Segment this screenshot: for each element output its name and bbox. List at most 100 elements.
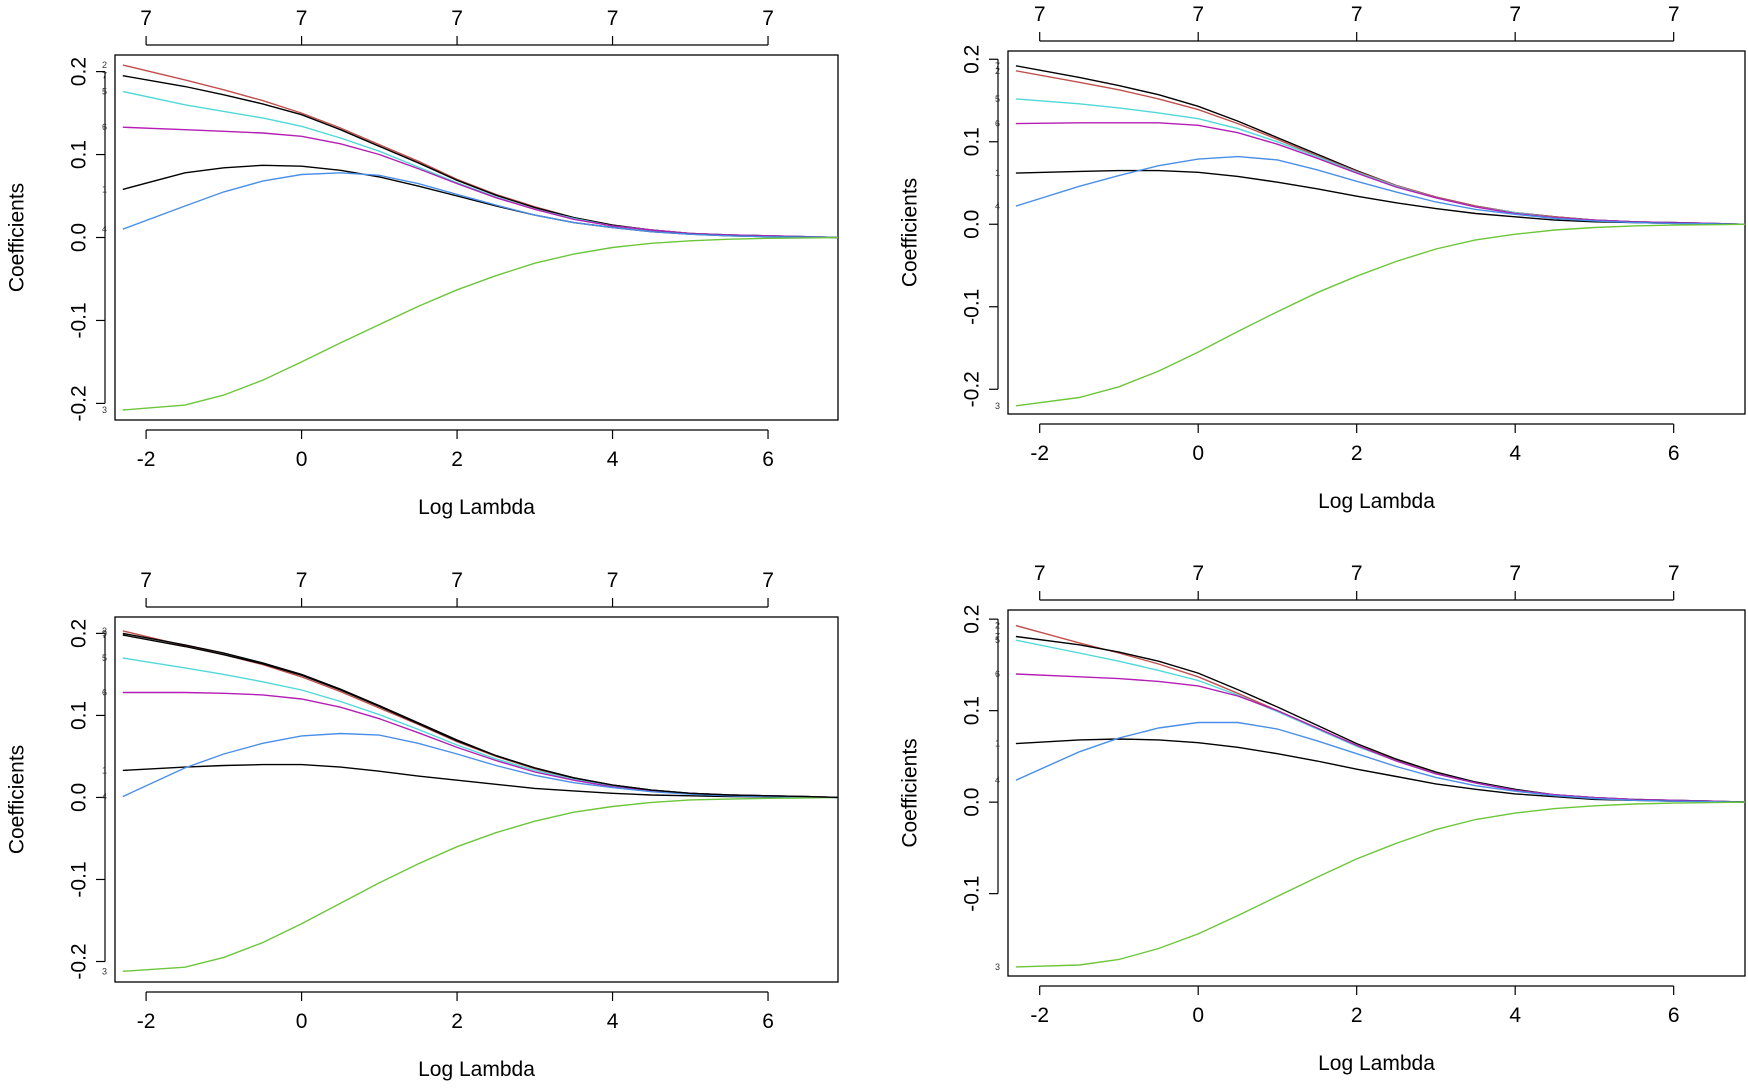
curve-label: 7: [102, 630, 107, 640]
y-axis-label: Coefficients: [899, 178, 922, 287]
top-tick-label: 7: [762, 7, 774, 30]
x-tick-label: 6: [762, 448, 774, 471]
x-tick-label: 6: [1668, 1004, 1680, 1027]
curve-label: 3: [995, 962, 1000, 972]
y-tick-label: -0.1: [68, 302, 91, 338]
top-tick-label: 7: [140, 7, 152, 30]
curve-label: 2: [102, 626, 107, 636]
coefficient-path-6: [122, 691, 839, 799]
x-tick-label: 2: [451, 1010, 463, 1033]
coefficient-path-4: [1015, 155, 1746, 225]
x-tick-label: 4: [607, 1010, 619, 1033]
coefficient-path-5: [1015, 98, 1746, 225]
top-tick-label: 7: [296, 569, 308, 592]
curve-label: 2: [995, 621, 1000, 631]
plot-frame: [1007, 609, 1746, 977]
top-tick-label: 7: [296, 7, 308, 30]
top-tick-label: 7: [451, 569, 463, 592]
y-tick-label: -0.2: [68, 943, 91, 979]
y-tick-label: -0.1: [68, 861, 91, 897]
x-tick-label: 4: [607, 448, 619, 471]
x-tick-label: -2: [137, 448, 156, 471]
curve-label: 2: [995, 66, 1000, 76]
coefficient-path-7: [122, 634, 839, 799]
top-tick-label: 7: [1351, 562, 1363, 585]
panel-4: -2 0 2 4 6 7 7 7 7 7 -0.1 0.0 0.1 0.2 Log Lambda Coeffi…: [899, 562, 1746, 1075]
x-tick-label: 4: [1509, 442, 1521, 465]
y-tick-label: 0.0: [68, 783, 91, 812]
plot-frame: [114, 616, 839, 983]
top-tick-label: 7: [1509, 3, 1521, 26]
x-tick-label: 4: [1509, 1004, 1521, 1027]
coefficient-path-5: [1015, 639, 1746, 803]
y-tick-label: 0.0: [68, 223, 91, 252]
y-tick-label: -0.2: [68, 385, 91, 421]
coefficient-path-2: [1015, 624, 1746, 803]
coefficient-path-7: [1015, 635, 1746, 803]
x-axis-label: Log Lambda: [418, 496, 535, 519]
x-tick-label: 0: [296, 1010, 308, 1033]
curve-label: 5: [102, 653, 107, 663]
x-tick-label: 6: [762, 1010, 774, 1033]
curve-label: 3: [102, 405, 107, 415]
x-axis-label: Log Lambda: [1318, 1052, 1435, 1075]
top-tick-label: 7: [607, 7, 619, 30]
panel-1: -2 0 2 4 6 7 7 7 7 7 -0.2 -0.1 0.0 0.1 0.2 Log Lambda Co…: [6, 7, 839, 519]
top-tick-label: 7: [607, 569, 619, 592]
coefficient-path-9: [122, 632, 839, 799]
top-tick-label: 7: [1351, 3, 1363, 26]
curve-label: 4: [995, 775, 1000, 785]
curve-label: 1: [102, 184, 107, 194]
coefficient-path-2: [1015, 70, 1746, 225]
curve-label: 4: [102, 224, 107, 234]
coefficient-path-6: [1015, 122, 1746, 225]
x-tick-label: 2: [1351, 1004, 1363, 1027]
panel-3: -2 0 2 4 6 7 7 7 7 7 -0.2 -0.1 0.0 0.1 0.2 Log Lambda Co…: [6, 569, 839, 1081]
y-tick-label: 0.0: [961, 210, 984, 239]
y-tick-label: 0.2: [961, 605, 984, 634]
x-axis-label: Log Lambda: [418, 1058, 535, 1081]
y-axis-label: Coefficients: [6, 745, 29, 854]
curve-label: 1: [102, 765, 107, 775]
coefficient-path-7: [122, 75, 839, 239]
top-tick-label: 7: [1034, 562, 1046, 585]
plot-frame: [1007, 50, 1746, 415]
coefficient-path-3: [122, 796, 839, 972]
x-tick-label: -2: [1030, 1004, 1049, 1027]
coefficient-path-3: [122, 236, 839, 411]
top-tick-label: 7: [1509, 562, 1521, 585]
top-tick-label: 7: [1192, 562, 1204, 585]
curve-label: 7: [102, 71, 107, 81]
top-tick-label: 7: [762, 569, 774, 592]
x-tick-label: -2: [1030, 442, 1049, 465]
curve-label: 6: [995, 119, 1000, 129]
y-tick-label: 0.1: [961, 127, 984, 156]
x-tick-label: 0: [296, 448, 308, 471]
y-tick-label: -0.1: [961, 876, 984, 912]
curve-label: 5: [995, 94, 1000, 104]
y-tick-label: 0.1: [68, 140, 91, 169]
curve-label: 5: [102, 87, 107, 97]
curve-label: 7: [995, 61, 1000, 71]
y-tick-label: -0.2: [961, 371, 984, 407]
x-tick-label: 0: [1192, 442, 1204, 465]
y-tick-label: 0.0: [961, 788, 984, 817]
curve-label: 4: [995, 201, 1000, 211]
y-axis-label: Coefficients: [6, 183, 29, 292]
y-tick-label: 0.2: [68, 57, 91, 86]
curve-label: 1: [995, 739, 1000, 749]
x-axis-label: Log Lambda: [1318, 490, 1435, 513]
x-tick-label: 0: [1192, 1004, 1204, 1027]
y-tick-label: -0.1: [961, 289, 984, 325]
coefficient-path-2: [122, 64, 839, 239]
coefficient-path-3: [1015, 801, 1746, 968]
curve-label: 5: [995, 635, 1000, 645]
coefficient-path-5: [122, 657, 839, 799]
x-tick-label: 6: [1668, 442, 1680, 465]
coefficient-path-4: [122, 732, 839, 799]
curve-label: 2: [102, 60, 107, 70]
x-tick-label: -2: [137, 1010, 156, 1033]
y-tick-label: 0.1: [68, 701, 91, 730]
curve-label: 9: [102, 628, 107, 638]
